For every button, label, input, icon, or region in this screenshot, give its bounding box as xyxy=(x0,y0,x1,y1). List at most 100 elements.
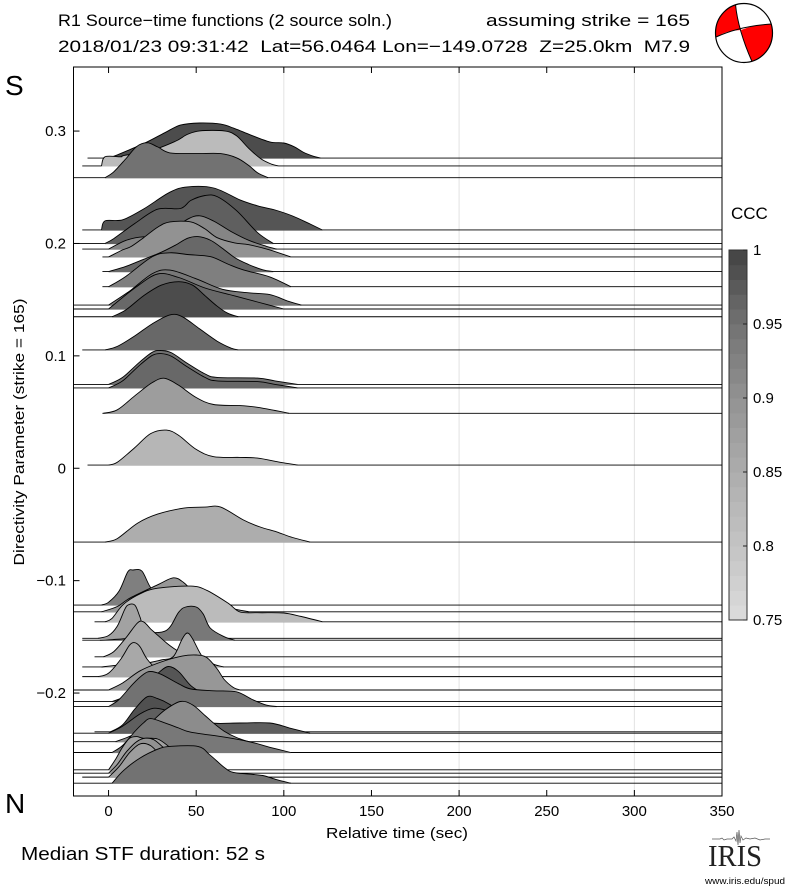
stf-trace-outline xyxy=(104,194,274,244)
iris-url: www.iris.edu/spud xyxy=(704,876,785,886)
colorbar-band xyxy=(729,605,747,621)
colorbar-band xyxy=(729,353,747,369)
stf-trace-fill xyxy=(101,569,188,606)
y-tick-label: 0.3 xyxy=(45,123,66,140)
colorbar-band xyxy=(729,546,747,562)
x-tick-label: 300 xyxy=(622,803,647,820)
colorbar-band xyxy=(729,472,747,488)
ccc-colorbar: 1 0.95 0.9 0.85 0.8 0.75 xyxy=(728,242,782,629)
stf-trace-outline xyxy=(108,269,302,306)
beachball-icon xyxy=(714,2,774,64)
stf-trace-outline xyxy=(104,313,239,351)
colorbar-tick-label: 0.85 xyxy=(753,464,782,481)
stf-trace-outline xyxy=(103,620,192,658)
south-end-label: S xyxy=(5,70,24,101)
beachball-compressional-quadrant xyxy=(715,4,741,37)
chart-title: R1 Source−time functions (2 source soln.… xyxy=(58,11,392,30)
y-tick-label: 0 xyxy=(58,460,66,477)
beachball-nodal-plane xyxy=(715,23,772,38)
colorbar-tick-label: 0.75 xyxy=(753,612,782,629)
stf-trace-outline xyxy=(108,349,298,385)
stf-trace-fill xyxy=(99,606,235,641)
stf-trace-fill xyxy=(103,378,290,414)
colorbar-band xyxy=(729,560,747,576)
stf-trace-outline xyxy=(108,252,291,288)
beachball-compressional-quadrant xyxy=(741,24,773,62)
stf-trace-fill xyxy=(108,430,298,466)
median-stf-duration: Median STF duration: 52 s xyxy=(21,844,265,864)
colorbar-band xyxy=(729,486,747,502)
colorbar-band xyxy=(729,575,747,591)
colorbar-band xyxy=(729,442,747,458)
stf-trace-fill xyxy=(98,642,179,678)
stf-traces xyxy=(73,122,722,784)
stf-trace-fill xyxy=(103,621,191,658)
colorbar-tick-label: 0.8 xyxy=(753,538,774,555)
y-axis: 0.3 0.2 0.1 0 −0.1 −0.2 xyxy=(36,123,80,702)
colorbar-band xyxy=(729,457,747,473)
x-tick-label: 0 xyxy=(104,803,112,820)
strike-note: assuming strike = 165 xyxy=(486,11,690,30)
stf-trace xyxy=(82,313,722,351)
beachball-outline xyxy=(714,2,774,64)
x-tick-label: 200 xyxy=(447,803,472,820)
stf-trace-outline xyxy=(104,142,269,179)
stf-trace-fill xyxy=(108,353,298,389)
x-tick-label: 100 xyxy=(271,803,296,820)
colorbar-frame xyxy=(728,249,748,621)
stf-trace-fill xyxy=(105,506,311,543)
stf-trace-outline xyxy=(101,185,323,231)
colorbar-band xyxy=(729,516,747,532)
stf-trace-fill xyxy=(112,281,239,318)
y-tick-label: −0.1 xyxy=(36,573,66,590)
x-tick-label: 250 xyxy=(534,803,559,820)
stf-trace xyxy=(73,505,722,543)
stf-trace-outline xyxy=(108,429,298,466)
stf-trace-outline xyxy=(111,745,291,784)
x-axis: 0 50 100 150 200 250 300 350 xyxy=(104,67,735,820)
stf-trace-outline xyxy=(103,377,290,414)
stf-trace-outline xyxy=(104,585,323,623)
stf-trace-fill xyxy=(98,603,172,639)
stf-trace-outline xyxy=(108,220,291,258)
stf-trace-outline xyxy=(104,505,311,543)
colorbar-band xyxy=(729,279,747,295)
stf-trace-outline xyxy=(101,129,279,167)
colorbar-band xyxy=(729,531,747,547)
stf-trace-outline xyxy=(108,654,241,691)
colorbar-band xyxy=(729,368,747,384)
colorbar-tick-label: 0.9 xyxy=(753,390,774,407)
stf-trace-outline xyxy=(111,281,239,318)
x-gridlines xyxy=(283,67,635,796)
y-tick-label: 0.1 xyxy=(45,348,66,365)
colorbar-band xyxy=(729,501,747,517)
y-tick-label: −0.2 xyxy=(36,685,66,702)
colorbar-band xyxy=(729,338,747,354)
north-end-label: N xyxy=(5,788,25,819)
colorbar-band xyxy=(729,250,747,266)
stf-trace-outline xyxy=(108,671,277,707)
stf-trace-outline xyxy=(108,236,274,273)
stf-trace-outline xyxy=(111,718,291,753)
colorbar-tick-label: 0.95 xyxy=(753,316,782,333)
colorbar-band xyxy=(729,427,747,443)
colorbar-band xyxy=(729,264,747,280)
stf-trace-fill xyxy=(105,314,239,351)
stf-trace xyxy=(73,142,722,179)
colorbar-band xyxy=(729,294,747,310)
x-tick-label: 50 xyxy=(188,803,205,820)
seismogram-icon xyxy=(712,829,770,846)
x-tick-label: 150 xyxy=(359,803,384,820)
colorbar-band xyxy=(729,412,747,428)
y-axis-label: Directivity Parameter (strike = 165) xyxy=(11,299,28,566)
stf-trace-outline xyxy=(108,215,277,250)
colorbar-band xyxy=(729,324,747,340)
colorbar-band xyxy=(729,383,747,399)
stf-trace-outline xyxy=(108,353,298,389)
colorbar-band xyxy=(729,309,747,325)
y-tick-label: 0.2 xyxy=(45,235,66,252)
stf-trace xyxy=(73,745,722,784)
stf-trace-fill xyxy=(105,142,269,179)
stf-trace-fill xyxy=(105,586,323,623)
